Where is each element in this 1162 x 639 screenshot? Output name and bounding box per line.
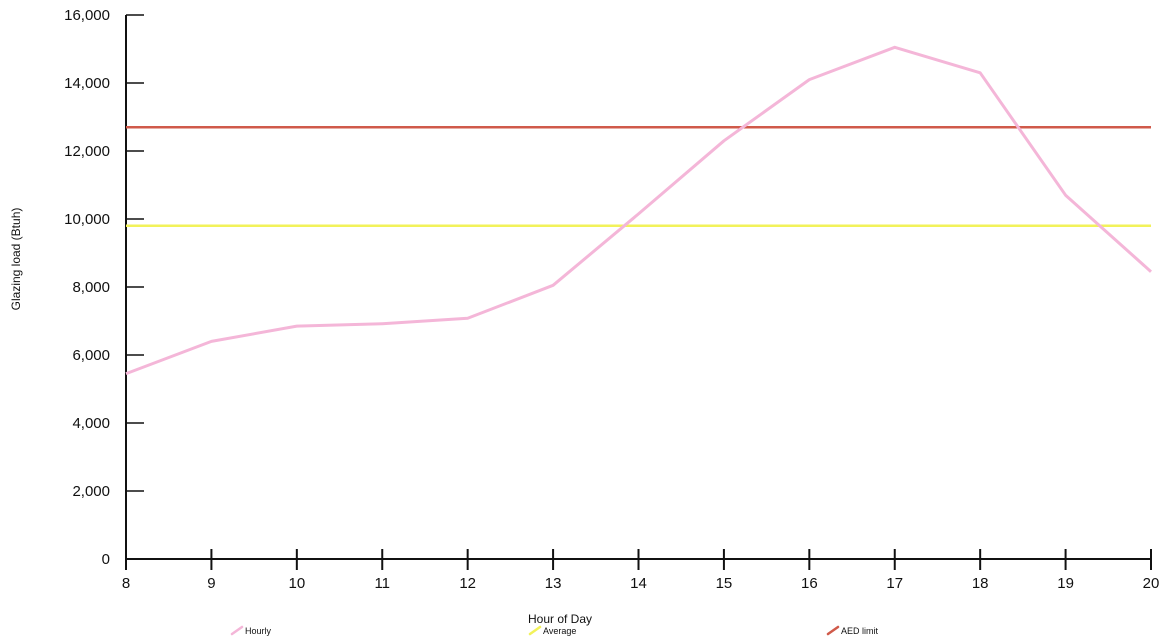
y-tick-label: 0 — [102, 551, 110, 568]
x-tick-label: 11 — [374, 575, 390, 592]
x-tick-label: 9 — [207, 575, 215, 592]
x-tick-label: 20 — [1143, 575, 1160, 592]
x-tick-label: 19 — [1057, 575, 1074, 592]
y-tick-label: 16,000 — [64, 7, 110, 24]
y-tick-label: 2,000 — [72, 483, 110, 500]
legend-swatch-average — [528, 625, 542, 636]
legend-label-average: Average — [543, 626, 576, 636]
y-tick-label: 6,000 — [72, 347, 110, 364]
y-axis: 0 2,000 4,000 6,000 8,000 10,000 12,000 14,000 1… — [64, 7, 144, 568]
x-tick-label: 12 — [459, 575, 476, 592]
x-tick-label: 8 — [122, 575, 130, 592]
x-tick-label: 14 — [630, 575, 647, 592]
y-tick-label: 8,000 — [72, 279, 110, 296]
series-line-hourly — [125, 45, 1153, 376]
y-tick-label: 4,000 — [72, 415, 110, 432]
y-tick-label: 12,000 — [64, 143, 110, 160]
y-tick-label: 10,000 — [64, 211, 110, 228]
legend-label-aed-limit: AED limit — [841, 626, 879, 636]
legend: Hourly Average AED limit — [230, 625, 879, 636]
legend-swatch-aed-limit — [826, 625, 840, 636]
x-tick-label: 10 — [288, 575, 305, 592]
x-tick-label: 13 — [545, 575, 562, 592]
series-lines — [125, 45, 1153, 376]
legend-swatch-hourly — [230, 625, 244, 636]
x-tick-label: 18 — [972, 575, 989, 592]
legend-label-hourly: Hourly — [245, 626, 272, 636]
x-tick-label: 16 — [801, 575, 818, 592]
y-axis-title: Glazing load (Btuh) — [9, 208, 23, 311]
x-tick-label: 15 — [716, 575, 733, 592]
x-axis-title: Hour of Day — [528, 612, 592, 626]
y-tick-label: 14,000 — [64, 75, 110, 92]
x-axis: 8 9 10 11 12 13 14 15 16 17 18 19 20 — [122, 549, 1160, 592]
x-tick-label: 17 — [886, 575, 903, 592]
